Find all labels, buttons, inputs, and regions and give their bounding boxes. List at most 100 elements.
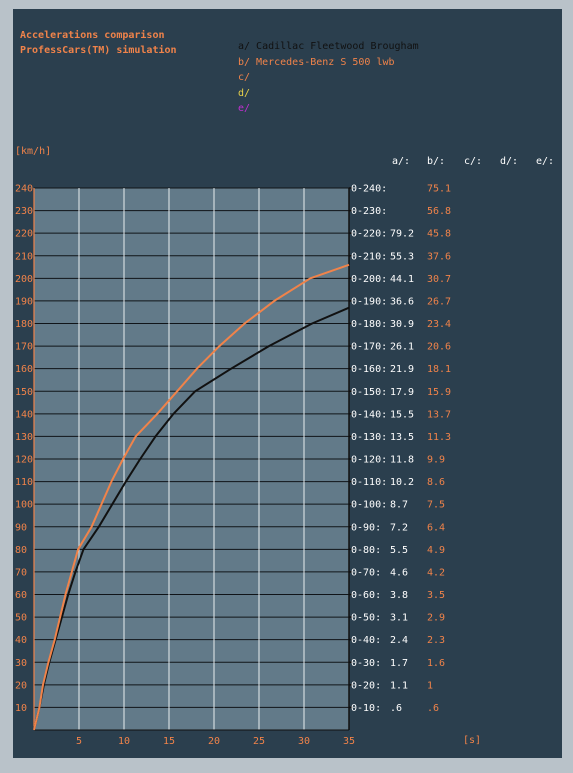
table-value-a: 4.6 — [390, 567, 408, 578]
x-tick-label: 5 — [76, 736, 82, 747]
y-tick-label: 120 — [15, 455, 33, 466]
table-value-a: 13.5 — [390, 432, 414, 443]
table-value-a: 11.8 — [390, 455, 414, 466]
table-value-b: 7.5 — [427, 500, 445, 511]
legend-entry-d: d/ — [238, 87, 251, 99]
table-value-a: 30.9 — [390, 319, 414, 330]
table-value-a: 44.1 — [390, 274, 414, 285]
table-range-label: 0-180: — [351, 319, 387, 330]
table-value-b: 4.2 — [427, 567, 445, 578]
table-value-a: .6 — [390, 703, 402, 714]
table-value-a: 3.8 — [390, 590, 408, 601]
table-value-b: 6.4 — [427, 522, 445, 533]
table-value-b: 20.6 — [427, 342, 451, 353]
chart-title: Accelerations comparison — [20, 30, 165, 41]
y-tick-label: 90 — [15, 522, 27, 533]
y-tick-label: 30 — [15, 658, 27, 669]
table-value-a: 36.6 — [390, 296, 414, 307]
y-tick-label: 130 — [15, 432, 33, 443]
table-value-a: 55.3 — [390, 251, 414, 262]
y-tick-label: 230 — [15, 206, 33, 217]
table-range-label: 0-60: — [351, 590, 381, 601]
table-value-a: 10.2 — [390, 477, 414, 488]
table-value-b: 1.6 — [427, 658, 445, 669]
table-value-a: 8.7 — [390, 500, 408, 511]
table-value-a: 15.5 — [390, 409, 414, 420]
legend: a/ Cadillac Fleetwood Brougham b/ Merced… — [238, 39, 419, 117]
y-tick-label: 220 — [15, 229, 33, 240]
acceleration-chart: 1020304050607080901001101201301401501601… — [15, 184, 451, 748]
table-value-a: 26.1 — [390, 342, 414, 353]
chart-panel: Accelerations comparison ProfessCars(TM)… — [13, 9, 562, 758]
x-tick-label: 35 — [343, 736, 355, 747]
table-value-b: 18.1 — [427, 364, 451, 375]
table-value-a: 79.2 — [390, 229, 414, 240]
table-range-label: 0-110: — [351, 477, 387, 488]
y-tick-label: 50 — [15, 613, 27, 624]
chart-header: Accelerations comparison ProfessCars(TM)… — [20, 28, 177, 58]
table-range-label: 0-100: — [351, 500, 387, 511]
table-range-label: 0-40: — [351, 635, 381, 646]
y-tick-label: 210 — [15, 251, 33, 262]
table-range-label: 0-190: — [351, 296, 387, 307]
column-header-b: b/: — [427, 156, 446, 167]
table-value-b: .6 — [427, 703, 439, 714]
x-tick-label: 20 — [208, 736, 220, 747]
table-range-label: 0-240: — [351, 184, 387, 195]
y-tick-label: 70 — [15, 567, 27, 578]
table-value-b: 37.6 — [427, 251, 451, 262]
y-tick-label: 110 — [15, 477, 33, 488]
y-tick-label: 240 — [15, 184, 33, 195]
y-tick-label: 150 — [15, 387, 33, 398]
table-value-b: 2.9 — [427, 613, 445, 624]
table-value-b: 45.8 — [427, 229, 451, 240]
column-header-d: d/: — [500, 156, 519, 167]
column-header-a: a/: — [392, 156, 411, 167]
table-range-label: 0-140: — [351, 409, 387, 420]
table-range-label: 0-30: — [351, 658, 381, 669]
table-value-a: 5.5 — [390, 545, 408, 556]
table-value-b: 2.3 — [427, 635, 445, 646]
legend-entry-b: b/ Mercedes-Benz S 500 lwb — [238, 56, 395, 68]
table-range-label: 0-10: — [351, 703, 381, 714]
y-tick-label: 160 — [15, 364, 33, 375]
table-range-label: 0-170: — [351, 342, 387, 353]
table-range-label: 0-70: — [351, 567, 381, 578]
table-value-b: 11.3 — [427, 432, 451, 443]
y-tick-label: 60 — [15, 590, 27, 601]
table-range-label: 0-120: — [351, 455, 387, 466]
table-range-label: 0-130: — [351, 432, 387, 443]
y-tick-label: 140 — [15, 409, 33, 420]
table-value-b: 30.7 — [427, 274, 451, 285]
y-tick-label: 20 — [15, 680, 27, 691]
table-range-label: 0-230: — [351, 206, 387, 217]
table-range-label: 0-210: — [351, 251, 387, 262]
table-value-b: 75.1 — [427, 184, 451, 195]
table-value-b: 13.7 — [427, 409, 451, 420]
table-value-a: 1.7 — [390, 658, 408, 669]
x-tick-label: 15 — [163, 736, 175, 747]
table-range-label: 0-50: — [351, 613, 381, 624]
table-range-label: 0-200: — [351, 274, 387, 285]
table-range-label: 0-220: — [351, 229, 387, 240]
y-tick-label: 80 — [15, 545, 27, 556]
legend-entry-e: e/ — [238, 103, 251, 114]
table-value-b: 56.8 — [427, 206, 451, 217]
y-tick-label: 200 — [15, 274, 33, 285]
table-range-label: 0-80: — [351, 545, 381, 556]
x-tick-label: 10 — [118, 736, 130, 747]
table-value-a: 2.4 — [390, 635, 408, 646]
table-value-b: 4.9 — [427, 545, 445, 556]
series-line-b — [33, 263, 350, 731]
table-value-b: 8.6 — [427, 477, 445, 488]
table-range-label: 0-160: — [351, 364, 387, 375]
chart-subtitle: ProfessCars(TM) simulation — [20, 45, 177, 56]
table-value-b: 3.5 — [427, 590, 445, 601]
table-value-a: 1.1 — [390, 680, 408, 691]
y-tick-label: 190 — [15, 296, 33, 307]
table-value-a: 7.2 — [390, 522, 408, 533]
column-header-e: e/: — [536, 156, 555, 167]
legend-entry-a: a/ Cadillac Fleetwood Brougham — [238, 41, 419, 52]
table-value-a: 21.9 — [390, 364, 414, 375]
y-axis-label: [km/h] — [15, 146, 52, 157]
